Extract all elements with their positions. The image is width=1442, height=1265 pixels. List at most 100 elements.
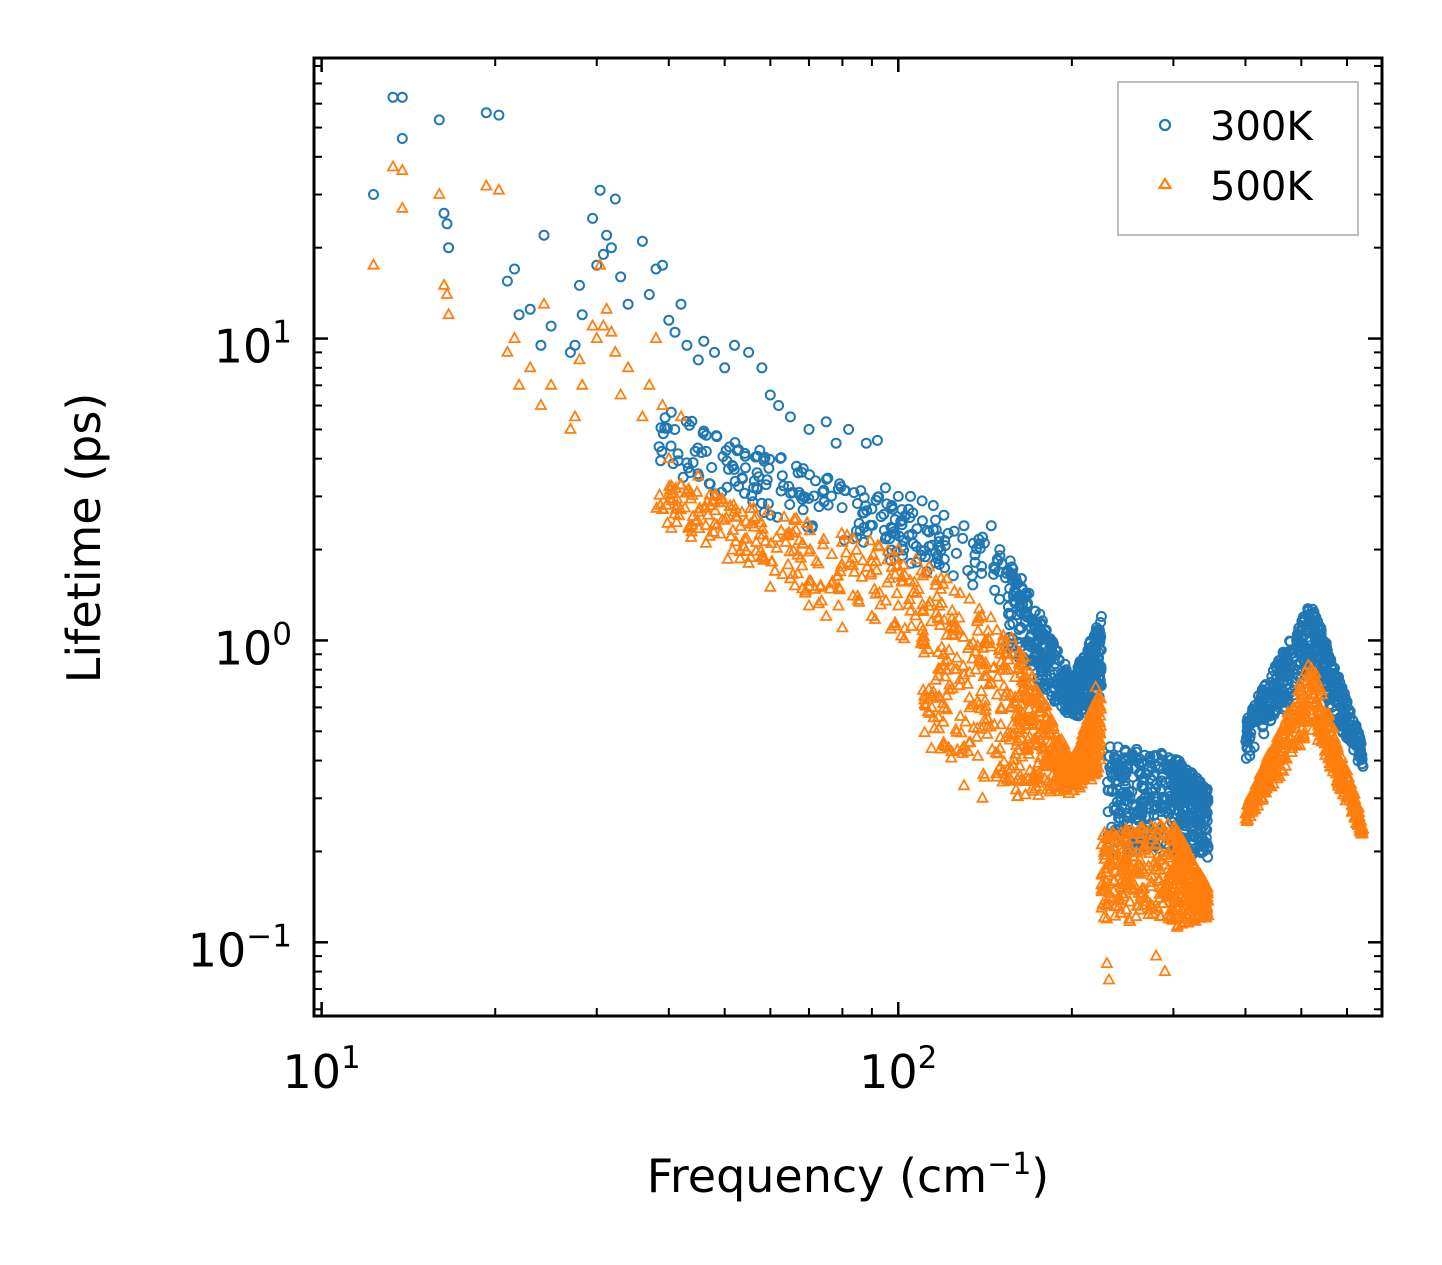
data-point bbox=[1043, 743, 1057, 756]
data-point bbox=[776, 470, 788, 482]
data-point bbox=[1137, 841, 1151, 854]
data-point bbox=[653, 497, 668, 510]
data-point bbox=[863, 533, 877, 546]
data-point bbox=[675, 298, 687, 310]
data-point bbox=[770, 530, 784, 543]
data-point bbox=[718, 512, 732, 525]
data-point bbox=[432, 187, 446, 199]
data-point bbox=[1167, 819, 1181, 832]
data-point bbox=[1242, 729, 1253, 741]
data-point bbox=[721, 552, 735, 564]
data-point bbox=[1116, 889, 1130, 902]
data-point bbox=[984, 675, 998, 688]
data-point bbox=[507, 331, 522, 344]
data-point bbox=[1304, 661, 1318, 673]
data-point bbox=[440, 287, 454, 299]
data-point bbox=[523, 360, 537, 373]
data-point bbox=[1077, 656, 1089, 668]
data-point bbox=[1102, 784, 1114, 796]
data-point bbox=[919, 698, 933, 711]
data-point bbox=[866, 519, 878, 531]
data-point bbox=[1144, 751, 1156, 762]
data-point bbox=[1087, 639, 1099, 651]
data-point bbox=[1190, 890, 1204, 903]
data-point bbox=[692, 504, 706, 517]
data-point bbox=[1131, 743, 1143, 755]
data-point bbox=[396, 91, 408, 103]
data-point bbox=[953, 709, 967, 721]
data-point bbox=[700, 429, 712, 441]
data-point bbox=[1305, 706, 1319, 719]
data-point bbox=[835, 535, 849, 547]
data-point bbox=[1271, 729, 1285, 742]
data-point bbox=[1269, 763, 1283, 775]
data-point bbox=[1161, 816, 1175, 829]
data-point bbox=[1040, 656, 1051, 668]
data-point bbox=[1308, 665, 1322, 678]
data-point bbox=[932, 598, 946, 611]
data-point bbox=[1095, 876, 1109, 889]
data-point bbox=[756, 362, 768, 374]
data-point bbox=[1127, 881, 1141, 894]
data-point bbox=[703, 528, 717, 541]
data-point bbox=[1185, 822, 1197, 834]
data-point bbox=[940, 652, 955, 665]
data-point bbox=[744, 516, 758, 529]
data-point bbox=[1262, 777, 1276, 789]
data-point bbox=[799, 583, 813, 596]
data-point bbox=[802, 598, 816, 611]
data-point bbox=[670, 491, 684, 504]
data-point bbox=[774, 452, 786, 464]
data-point bbox=[1242, 801, 1256, 814]
legend-box bbox=[1117, 81, 1359, 236]
data-point bbox=[875, 511, 887, 523]
plot-area bbox=[366, 91, 1370, 985]
data-point bbox=[881, 543, 895, 556]
legend-label-300k: 300K bbox=[1210, 104, 1314, 150]
data-point bbox=[1107, 873, 1122, 886]
data-point bbox=[892, 490, 904, 502]
data-point bbox=[981, 719, 995, 732]
data-point bbox=[1257, 709, 1269, 721]
data-point bbox=[921, 642, 935, 655]
data-point bbox=[706, 462, 718, 473]
data-point bbox=[1173, 835, 1187, 848]
data-point bbox=[770, 540, 784, 553]
data-point bbox=[1158, 857, 1172, 870]
data-point bbox=[1340, 788, 1354, 801]
data-point bbox=[957, 532, 969, 544]
data-point bbox=[1265, 715, 1276, 727]
data-point bbox=[700, 445, 712, 457]
data-point bbox=[1057, 774, 1071, 786]
data-point bbox=[880, 552, 894, 565]
data-point bbox=[661, 422, 673, 434]
data-point bbox=[1106, 825, 1120, 838]
data-point bbox=[1353, 750, 1365, 762]
data-point bbox=[848, 487, 860, 499]
data-point bbox=[563, 422, 577, 434]
data-point bbox=[1173, 806, 1185, 818]
data-point bbox=[1251, 711, 1263, 723]
data-point bbox=[1002, 565, 1014, 577]
data-point bbox=[957, 778, 971, 791]
y-tick-label: 101 bbox=[214, 315, 292, 374]
data-point bbox=[1123, 894, 1137, 907]
data-point bbox=[978, 769, 992, 782]
data-point bbox=[1183, 868, 1197, 881]
data-point bbox=[1131, 779, 1143, 791]
data-point bbox=[895, 570, 909, 582]
data-point bbox=[799, 491, 811, 503]
data-point bbox=[717, 451, 729, 462]
data-point bbox=[1092, 721, 1107, 734]
data-point bbox=[1194, 818, 1206, 830]
data-point bbox=[909, 552, 923, 564]
data-point bbox=[1135, 820, 1149, 832]
data-point bbox=[997, 679, 1011, 691]
data-point bbox=[1106, 771, 1118, 783]
data-point bbox=[1171, 792, 1183, 804]
data-point bbox=[1175, 902, 1189, 915]
data-point bbox=[974, 684, 988, 696]
data-point bbox=[669, 326, 681, 338]
data-point bbox=[967, 720, 981, 733]
